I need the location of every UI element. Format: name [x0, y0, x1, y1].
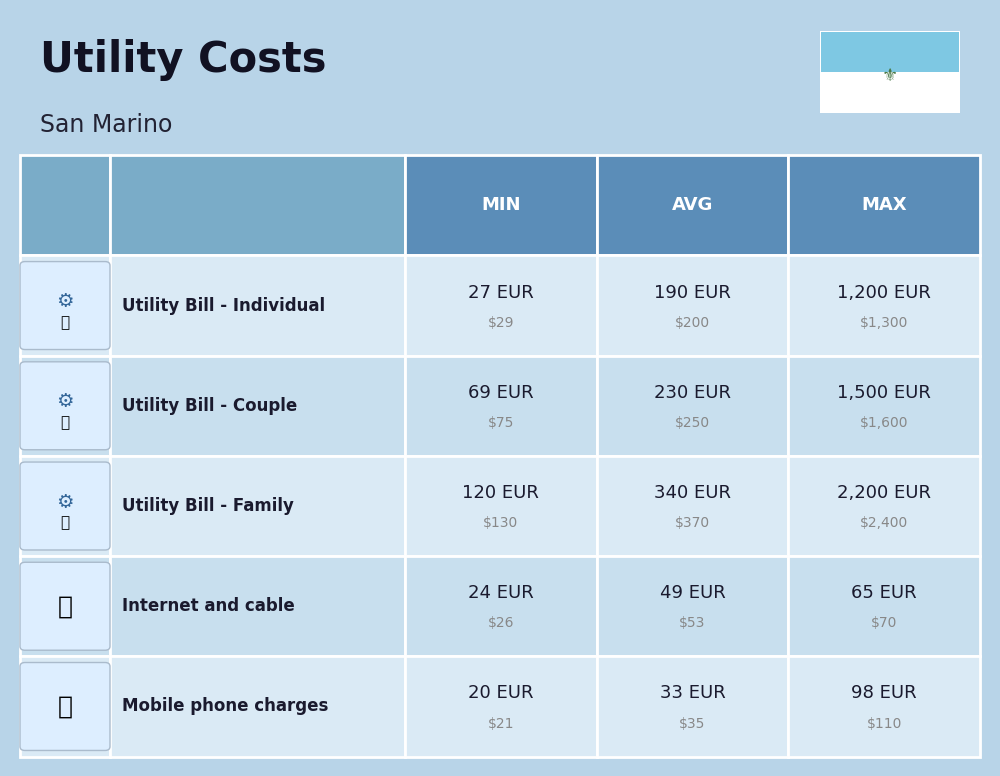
Text: 🔧: 🔧: [60, 415, 70, 431]
Text: Utility Bill - Individual: Utility Bill - Individual: [122, 296, 325, 314]
Bar: [110, 155, 405, 255]
Bar: [597, 255, 788, 355]
Text: $35: $35: [679, 716, 706, 730]
Text: $250: $250: [675, 416, 710, 430]
Text: 49 EUR: 49 EUR: [660, 584, 725, 602]
Text: $1,600: $1,600: [860, 416, 908, 430]
Bar: [405, 456, 597, 556]
Bar: [788, 656, 980, 757]
Text: $200: $200: [675, 316, 710, 330]
Text: ⚙: ⚙: [56, 393, 74, 411]
Text: $370: $370: [675, 516, 710, 530]
Text: ⚜: ⚜: [882, 67, 898, 85]
Bar: [20, 656, 110, 757]
Text: 65 EUR: 65 EUR: [851, 584, 917, 602]
Bar: [110, 456, 405, 556]
Bar: [597, 155, 788, 255]
Text: MAX: MAX: [861, 196, 907, 214]
Bar: [821, 32, 959, 72]
Text: $53: $53: [679, 616, 706, 630]
Bar: [597, 556, 788, 656]
Bar: [788, 255, 980, 355]
Text: $29: $29: [488, 316, 514, 330]
FancyBboxPatch shape: [20, 563, 110, 650]
Text: $110: $110: [866, 716, 902, 730]
FancyBboxPatch shape: [20, 663, 110, 750]
Bar: [405, 255, 597, 355]
Text: $26: $26: [488, 616, 514, 630]
Bar: [20, 556, 110, 656]
Text: 🔧: 🔧: [60, 515, 70, 531]
Text: $130: $130: [483, 516, 518, 530]
Bar: [20, 456, 110, 556]
Bar: [20, 155, 110, 255]
FancyBboxPatch shape: [20, 262, 110, 349]
Text: 27 EUR: 27 EUR: [468, 283, 534, 302]
Text: 98 EUR: 98 EUR: [851, 684, 917, 702]
Bar: [788, 355, 980, 456]
Text: AVG: AVG: [672, 196, 713, 214]
Text: 33 EUR: 33 EUR: [660, 684, 725, 702]
Text: 230 EUR: 230 EUR: [654, 384, 731, 402]
Text: Internet and cable: Internet and cable: [122, 598, 295, 615]
Bar: [597, 355, 788, 456]
Text: Mobile phone charges: Mobile phone charges: [122, 698, 328, 715]
Text: 2,200 EUR: 2,200 EUR: [837, 484, 931, 502]
Bar: [597, 456, 788, 556]
Bar: [597, 656, 788, 757]
Text: 340 EUR: 340 EUR: [654, 484, 731, 502]
Text: San Marino: San Marino: [40, 113, 172, 137]
Bar: [20, 255, 110, 355]
Bar: [110, 255, 405, 355]
Text: 🔧: 🔧: [60, 315, 70, 330]
Text: $70: $70: [871, 616, 897, 630]
Text: 20 EUR: 20 EUR: [468, 684, 534, 702]
Text: $75: $75: [488, 416, 514, 430]
Text: $2,400: $2,400: [860, 516, 908, 530]
Text: MIN: MIN: [481, 196, 521, 214]
Text: ⚙: ⚙: [56, 293, 74, 311]
Text: $1,300: $1,300: [860, 316, 908, 330]
Text: ⚙: ⚙: [56, 493, 74, 511]
FancyBboxPatch shape: [20, 362, 110, 450]
Text: Utility Costs: Utility Costs: [40, 39, 326, 81]
Bar: [788, 556, 980, 656]
Text: Utility Bill - Family: Utility Bill - Family: [122, 497, 294, 515]
Text: 📱: 📱: [58, 695, 72, 719]
Bar: [405, 355, 597, 456]
Bar: [788, 155, 980, 255]
Bar: [405, 155, 597, 255]
Bar: [405, 656, 597, 757]
Text: 120 EUR: 120 EUR: [462, 484, 539, 502]
Bar: [110, 556, 405, 656]
Text: 1,500 EUR: 1,500 EUR: [837, 384, 931, 402]
Text: Utility Bill - Couple: Utility Bill - Couple: [122, 397, 297, 415]
Bar: [110, 656, 405, 757]
Bar: [110, 355, 405, 456]
FancyBboxPatch shape: [814, 28, 966, 116]
Text: $21: $21: [488, 716, 514, 730]
Text: 190 EUR: 190 EUR: [654, 283, 731, 302]
Text: 📡: 📡: [58, 594, 72, 618]
Text: 69 EUR: 69 EUR: [468, 384, 534, 402]
FancyBboxPatch shape: [20, 462, 110, 550]
Text: 1,200 EUR: 1,200 EUR: [837, 283, 931, 302]
Bar: [20, 355, 110, 456]
Text: 24 EUR: 24 EUR: [468, 584, 534, 602]
Bar: [405, 556, 597, 656]
Bar: [788, 456, 980, 556]
